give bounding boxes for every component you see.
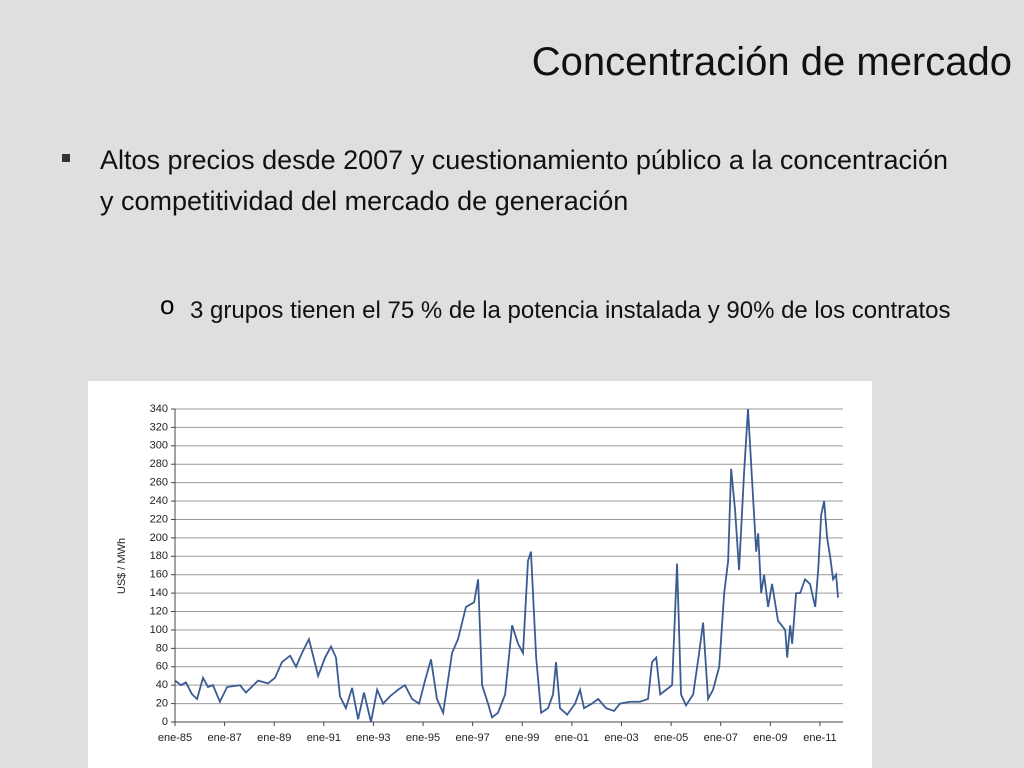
y-tick-label: 80 <box>156 642 168 654</box>
x-tick-label: ene-95 <box>406 732 440 744</box>
x-tick-label: ene-01 <box>555 732 589 744</box>
x-tick-label: ene-87 <box>207 732 241 744</box>
sub-bullet-text: 3 grupos tienen el 75 % de la potencia i… <box>190 297 951 324</box>
y-tick-label: 180 <box>150 550 168 562</box>
x-tick-label: ene-05 <box>654 732 688 744</box>
x-tick-label: ene-89 <box>257 732 291 744</box>
chart: US$ / MWh 0 20 40 60 80 100 120 140 160 180 200 220… <box>88 381 872 768</box>
price-line <box>174 408 839 723</box>
x-tick-label: ene-97 <box>456 732 490 744</box>
y-tick-label: 140 <box>150 587 168 599</box>
x-tick-label: ene-03 <box>604 732 638 744</box>
x-tick-label: ene-91 <box>307 732 341 744</box>
x-tick-label: ene-85 <box>158 732 192 744</box>
y-axis-label: US$ / MWh <box>116 538 128 594</box>
x-tick-label: ene-93 <box>356 732 390 744</box>
y-tick-label: 200 <box>150 532 168 544</box>
y-tick-label: 20 <box>156 697 168 709</box>
bullet-text: Altos precios desde 2007 y cuestionamien… <box>100 145 949 216</box>
y-tick-label: 120 <box>150 605 168 617</box>
y-tick-label: 240 <box>150 495 168 507</box>
y-tick-label: 260 <box>150 477 168 489</box>
y-tick-label: 300 <box>150 440 168 452</box>
x-tick-label: ene-07 <box>704 732 738 744</box>
y-tick-label: 0 <box>162 716 168 728</box>
x-tick-label: ene-09 <box>753 732 787 744</box>
y-tick-label: 220 <box>150 513 168 525</box>
y-tick-label: 60 <box>156 661 168 673</box>
y-tick-label: 160 <box>150 569 168 581</box>
y-tick-label: 280 <box>150 458 168 470</box>
y-tick-label: 100 <box>150 624 168 636</box>
x-tick-label: ene-11 <box>803 732 836 744</box>
x-tick-label: ene-99 <box>505 732 539 744</box>
y-tick-label: 40 <box>156 679 168 691</box>
bullet-marker <box>62 154 70 162</box>
y-tick-label: 340 <box>150 403 168 415</box>
y-tick-label: 320 <box>150 421 168 433</box>
sub-bullet-marker: o <box>160 290 175 320</box>
slide-title: Concentración de mercado <box>531 40 1012 84</box>
